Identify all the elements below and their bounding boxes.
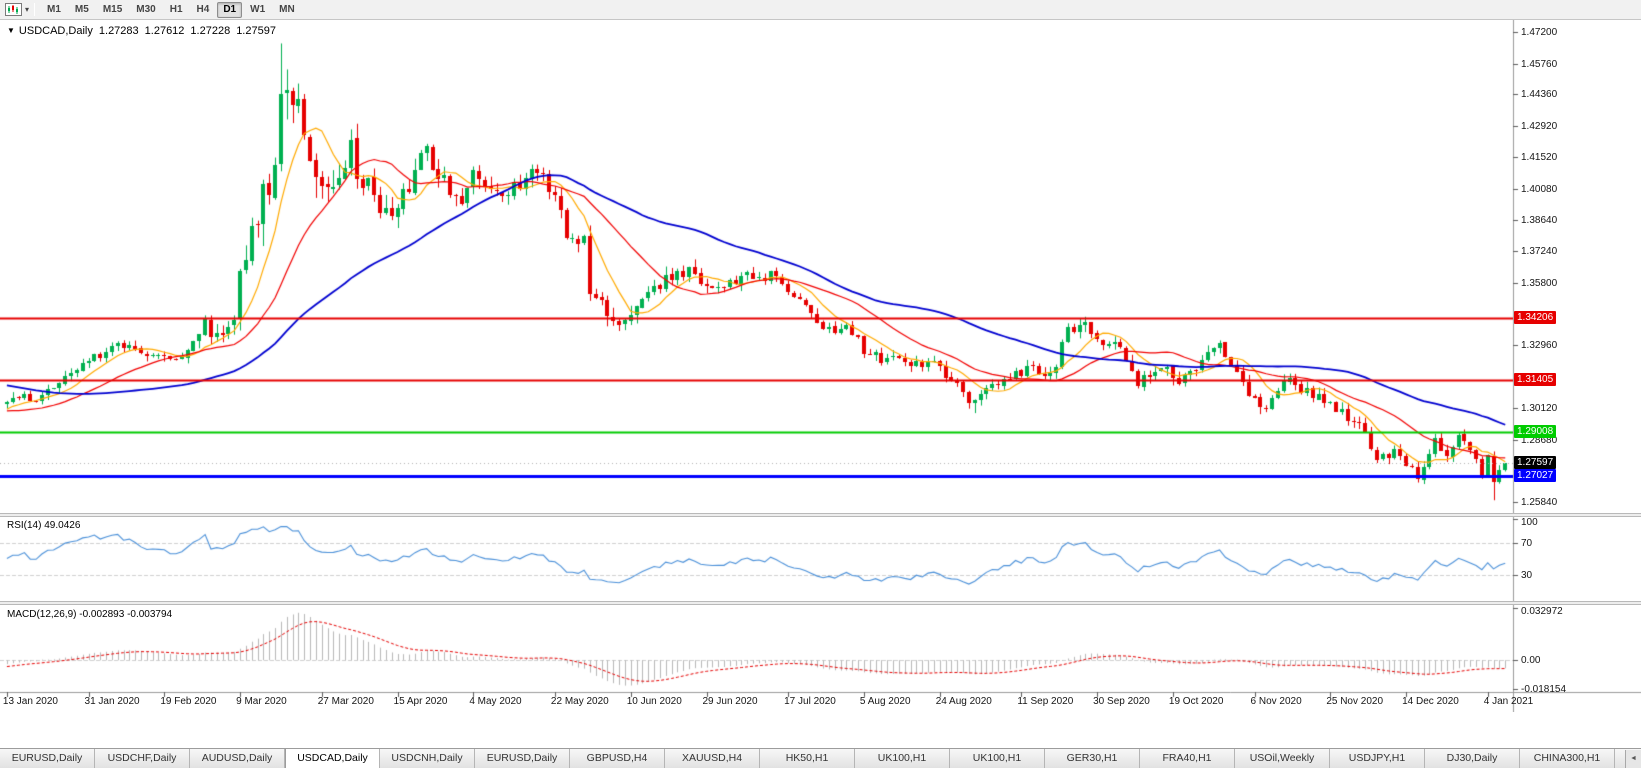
chart-tab-0-eurusd-daily[interactable]: EURUSD,Daily: [0, 749, 95, 768]
chart-tab-10-uk100-h1[interactable]: UK100,H1: [950, 749, 1045, 768]
tab-scroll-left-icon: ◄: [1630, 755, 1637, 762]
chart-tab-11-ger30-h1[interactable]: GER30,H1: [1045, 749, 1140, 768]
collapse-chart-icon[interactable]: ▼: [7, 26, 15, 35]
chart-tab-4-usdcnh-daily[interactable]: USDCNH,Daily: [380, 749, 475, 768]
chart-tab-6-gbpusd-h4[interactable]: GBPUSD,H4: [570, 749, 665, 768]
top-toolbar: ▾ M1 M5 M15 M30 H1 H4 D1 W1 MN: [0, 0, 1641, 20]
chart-tab-14-usdjpy-h1[interactable]: USDJPY,H1: [1330, 749, 1425, 768]
chart-dropdown-caret-icon[interactable]: ▾: [25, 5, 30, 14]
chart-tab-8-hk50-h1[interactable]: HK50,H1: [760, 749, 855, 768]
chart-tab-bar: EURUSD,Daily USDCHF,Daily AUDUSD,Daily USDC…: [0, 748, 1641, 768]
price-chart-canvas[interactable]: [0, 20, 1641, 712]
chart-symbol-period: USDCAD,Daily: [18, 25, 93, 37]
chart-tab-7-xauusd-h4[interactable]: XAUUSD,H4: [665, 749, 760, 768]
chart-tab-12-fra40-h1[interactable]: FRA40,H1: [1140, 749, 1235, 768]
rsi-indicator-label: RSI(14) 49.0426: [7, 520, 81, 531]
tab-scroll-left-button[interactable]: ◄: [1625, 750, 1641, 768]
chart-tab-5-eurusd-daily[interactable]: EURUSD,Daily: [475, 749, 570, 768]
timeframe-button-mn[interactable]: MN: [279, 3, 295, 15]
chart-high-value: 1.27612: [144, 25, 185, 37]
timeframe-button-group: M1 M5 M15 M30 H1 H4 D1 W1 MN: [40, 1, 302, 18]
chart-tab-16-china300-h1[interactable]: CHINA300,H1: [1520, 749, 1615, 768]
chart-tab-3-usdcad-daily[interactable]: USDCAD,Daily: [285, 749, 380, 768]
chart-tab-13-usoil-weekly[interactable]: USOil,Weekly: [1235, 749, 1330, 768]
chart-tab-1-usdchf-daily[interactable]: USDCHF,Daily: [95, 749, 190, 768]
timeframe-button-h4[interactable]: H4: [196, 3, 210, 15]
timeframe-button-m30[interactable]: M30: [136, 3, 156, 15]
chart-header: ▼ USDCAD,Daily 1.27283 1.27612 1.27228 1.2759…: [7, 25, 276, 37]
chart-low-value: 1.27228: [190, 25, 231, 37]
macd-indicator-label: MACD(12,26,9) -0.002893 -0.003794: [7, 609, 173, 620]
pane-splitter-rsi[interactable]: [0, 513, 1641, 517]
timeframe-button-m1[interactable]: M1: [47, 3, 61, 15]
timeframe-button-h1[interactable]: H1: [169, 3, 183, 15]
timeframe-button-d1[interactable]: D1: [217, 1, 243, 18]
chart-window: ▼ USDCAD,Daily 1.27283 1.27612 1.27228 1.2759…: [0, 20, 1641, 748]
timeframe-button-m5[interactable]: M5: [74, 3, 89, 15]
chart-tab-strip: EURUSD,Daily USDCHF,Daily AUDUSD,Daily USDC…: [0, 749, 1641, 768]
chart-open-value: 1.27283: [98, 25, 139, 37]
pane-splitter-macd[interactable]: [0, 601, 1641, 605]
timeframe-button-m15[interactable]: M15: [102, 3, 123, 15]
timeframe-button-w1[interactable]: W1: [250, 3, 266, 15]
toolbar-separator: [34, 3, 36, 16]
chart-close-value: 1.27597: [236, 25, 276, 37]
chart-tab-15-dj30-daily[interactable]: DJ30,Daily: [1425, 749, 1520, 768]
chart-tab-9-uk100-h1[interactable]: UK100,H1: [855, 749, 950, 768]
charts-toolbar-icon[interactable]: [5, 3, 23, 16]
chart-tab-2-audusd-daily[interactable]: AUDUSD,Daily: [190, 749, 285, 768]
